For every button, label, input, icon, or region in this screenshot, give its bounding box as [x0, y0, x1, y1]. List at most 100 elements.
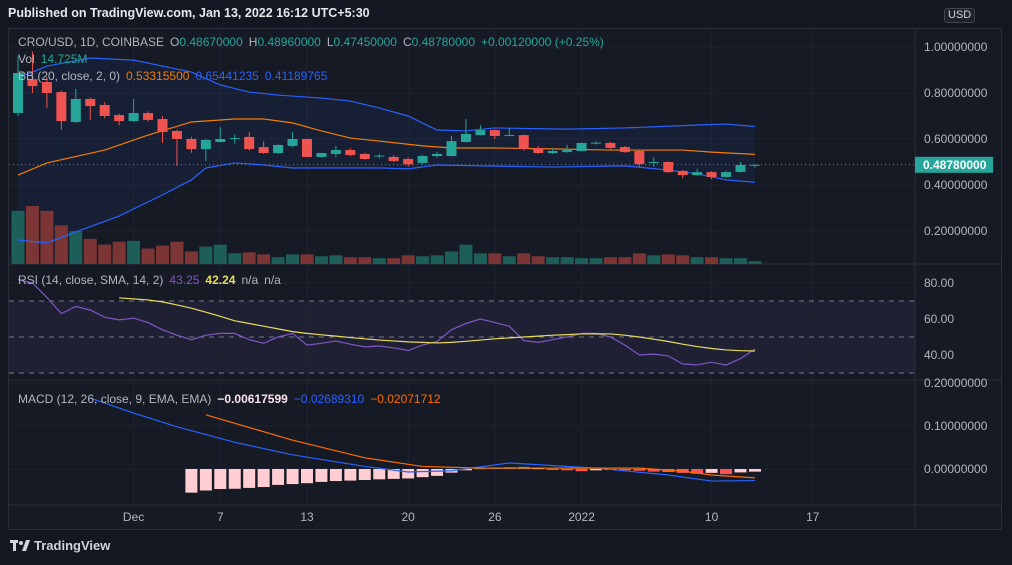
time-axis-label: 26: [488, 510, 502, 524]
price-axis-label: 0.40000000: [924, 178, 988, 192]
volume-bar: [459, 244, 473, 264]
macd-histogram-bar: [705, 469, 718, 473]
price-axis-label: 0.60000000: [924, 132, 988, 146]
volume-bar: [257, 254, 271, 264]
volume-bar: [517, 253, 531, 264]
bb-label[interactable]: BB (20, close, 2, 0): [18, 69, 121, 83]
volume-bar: [184, 251, 198, 264]
rsi-sma-line: [119, 297, 755, 352]
candle-body: [200, 139, 211, 150]
macd-legend: MACD (12, 26, close, 9, EMA, EMA) −0.0061…: [18, 392, 447, 406]
volume-bar: [156, 245, 169, 264]
rsi-label[interactable]: RSI (14, close, SMA, 14, 2): [18, 273, 164, 287]
volume-bar: [575, 258, 589, 264]
volume-bar: [473, 253, 487, 264]
candle-body: [171, 130, 182, 139]
macd-histogram-bar: [243, 469, 256, 488]
macd-histogram-bar: [633, 469, 646, 471]
macd-histogram-bar: [257, 469, 270, 488]
volume-bar: [647, 255, 661, 264]
volume-bar: [560, 257, 574, 264]
candle-body: [70, 98, 81, 122]
currency-badge[interactable]: USD: [944, 8, 976, 23]
macd-histogram-bar: [748, 469, 761, 472]
volume-bar: [170, 241, 184, 264]
volume-bar: [589, 258, 603, 264]
macd-signal-line: [205, 414, 755, 479]
rsi-axis-label: 60.00: [924, 312, 954, 326]
volume-bar: [83, 238, 97, 264]
candle-body: [634, 150, 645, 165]
candle-body: [374, 155, 385, 157]
candle-body: [460, 133, 471, 142]
symbol-label[interactable]: CRO/USD, 1D, COINBASE: [18, 35, 165, 49]
candle-body: [533, 148, 544, 154]
volume-label[interactable]: Vol: [18, 52, 35, 66]
volume-bar: [676, 255, 690, 264]
last-price-label: 0.48780000: [923, 158, 987, 172]
candle-body: [403, 159, 414, 165]
macd-line: [90, 397, 755, 482]
candle-body: [186, 139, 197, 150]
candle-body: [432, 153, 443, 157]
macd-histogram-bar: [301, 469, 313, 484]
macd-histogram-bar: [272, 469, 285, 485]
volume-bar: [228, 253, 242, 264]
candle-body: [229, 138, 240, 140]
chart-container[interactable]: [8, 28, 1002, 530]
volume-bar: [690, 257, 704, 264]
volume-bar: [300, 254, 314, 264]
high-label: H: [248, 35, 258, 49]
rsi-legend: RSI (14, close, SMA, 14, 2) 43.25 42.24 n/a…: [18, 273, 287, 287]
volume-bar: [546, 257, 560, 264]
rsi-na-2: n/a: [264, 273, 281, 287]
brand-name: TradingView: [34, 538, 111, 553]
volume-bar: [416, 256, 430, 264]
candle-body: [475, 130, 486, 136]
volume-bar: [603, 257, 617, 264]
candle-body: [605, 142, 616, 148]
rsi-line: [17, 278, 756, 366]
tradingview-footer: TradingView: [10, 538, 110, 553]
macd-histogram-bar: [228, 469, 241, 489]
candle-body: [302, 139, 312, 157]
volume-bar: [69, 231, 83, 264]
candle-body: [157, 118, 168, 133]
candle-body: [27, 79, 38, 87]
candle-body: [721, 172, 732, 177]
volume-bar: [242, 252, 256, 264]
candle-body: [417, 156, 428, 163]
macd-histogram-bar: [590, 469, 602, 471]
candle-body: [735, 164, 746, 172]
macd-label[interactable]: MACD (12, 26, close, 9, EMA, EMA): [18, 392, 212, 406]
macd-histogram-bar: [358, 469, 371, 481]
volume-bar: [343, 257, 357, 264]
candle-body: [85, 98, 96, 107]
candle-body: [273, 144, 284, 154]
volume-bar: [213, 244, 227, 264]
volume-bar: [401, 255, 415, 264]
volume-bar: [531, 256, 545, 264]
candle-body: [345, 150, 356, 156]
macd-value: −0.02689310: [293, 392, 365, 406]
candle-body: [258, 147, 269, 154]
high-value: 0.48960000: [257, 35, 321, 49]
low-value: 0.47450000: [333, 35, 397, 49]
macd-histogram-bar: [315, 469, 328, 482]
macd-histogram-bar: [459, 469, 472, 471]
macd-histogram-bar: [734, 469, 747, 473]
macd-histogram-bar: [329, 469, 342, 482]
candle-body: [41, 81, 52, 93]
candle-body: [287, 139, 298, 146]
macd-histogram-bar: [431, 469, 444, 476]
rsi-na-1: n/a: [241, 273, 259, 287]
macd-histogram-bar: [618, 469, 631, 471]
published-caption: Published on TradingView.com, Jan 13, 20…: [8, 6, 370, 20]
macd-histogram-bar: [561, 469, 574, 471]
macd-histogram-bar: [373, 469, 386, 480]
macd-axis-label: 0.00000000: [924, 462, 988, 476]
macd-histogram-bar: [575, 469, 588, 472]
volume-bar: [98, 244, 112, 264]
volume-bar: [40, 210, 54, 264]
